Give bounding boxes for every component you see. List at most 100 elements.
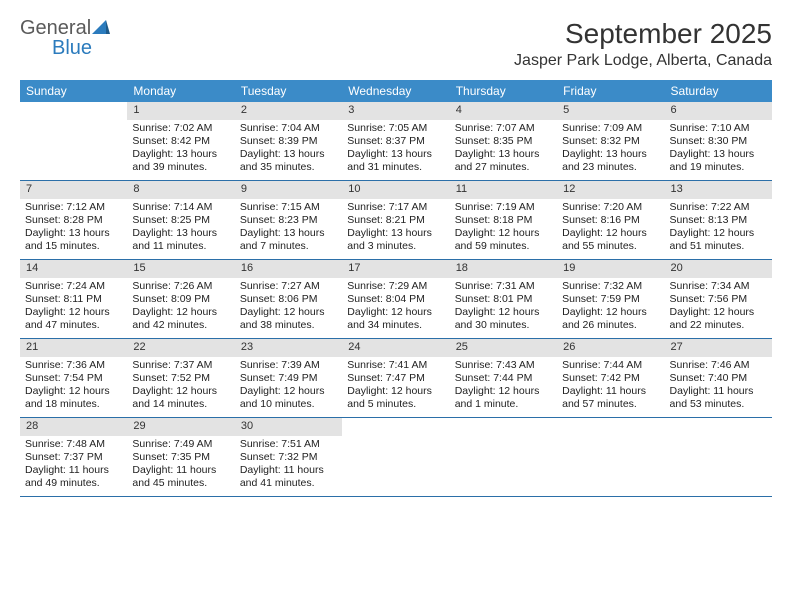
month-title: September 2025 [514,18,772,50]
day-cell: 19Sunrise: 7:32 AMSunset: 7:59 PMDayligh… [557,260,664,338]
daylight-line-2: and 22 minutes. [670,319,767,332]
daylight-line-2: and 35 minutes. [240,161,337,174]
daylight-line-1: Daylight: 11 hours [562,385,659,398]
day-body: Sunrise: 7:44 AMSunset: 7:42 PMDaylight:… [557,357,664,416]
header: General Blue September 2025 Jasper Park … [20,18,772,70]
day-cell: 28Sunrise: 7:48 AMSunset: 7:37 PMDayligh… [20,418,127,496]
day-cell: 5Sunrise: 7:09 AMSunset: 8:32 PMDaylight… [557,102,664,180]
day-body: Sunrise: 7:12 AMSunset: 8:28 PMDaylight:… [20,199,127,258]
daylight-line-1: Daylight: 12 hours [455,306,552,319]
daylight-line-1: Daylight: 12 hours [240,385,337,398]
day-body: Sunrise: 7:32 AMSunset: 7:59 PMDaylight:… [557,278,664,337]
sunrise-line: Sunrise: 7:34 AM [670,280,767,293]
day-body: Sunrise: 7:36 AMSunset: 7:54 PMDaylight:… [20,357,127,416]
day-number: 13 [665,181,772,199]
daylight-line-2: and 7 minutes. [240,240,337,253]
daylight-line-2: and 59 minutes. [455,240,552,253]
weeks-container: 1Sunrise: 7:02 AMSunset: 8:42 PMDaylight… [20,102,772,497]
sunset-line: Sunset: 8:39 PM [240,135,337,148]
day-number: 25 [450,339,557,357]
day-number: 3 [342,102,449,120]
daylight-line-1: Daylight: 12 hours [562,227,659,240]
day-cell [342,418,449,496]
day-number: 21 [20,339,127,357]
sunset-line: Sunset: 8:09 PM [132,293,229,306]
sunset-line: Sunset: 7:56 PM [670,293,767,306]
daylight-line-1: Daylight: 13 hours [25,227,122,240]
daylight-line-2: and 49 minutes. [25,477,122,490]
day-cell [450,418,557,496]
daylight-line-2: and 15 minutes. [25,240,122,253]
sunset-line: Sunset: 7:47 PM [347,372,444,385]
sunset-line: Sunset: 8:23 PM [240,214,337,227]
day-body: Sunrise: 7:07 AMSunset: 8:35 PMDaylight:… [450,120,557,179]
daylight-line-1: Daylight: 11 hours [240,464,337,477]
day-number: 24 [342,339,449,357]
day-number: 14 [20,260,127,278]
daylight-line-2: and 30 minutes. [455,319,552,332]
day-number: 20 [665,260,772,278]
sunset-line: Sunset: 8:16 PM [562,214,659,227]
sunrise-line: Sunrise: 7:29 AM [347,280,444,293]
day-number: 2 [235,102,342,120]
week-row: 14Sunrise: 7:24 AMSunset: 8:11 PMDayligh… [20,260,772,339]
sunrise-line: Sunrise: 7:17 AM [347,201,444,214]
day-number: 23 [235,339,342,357]
daylight-line-2: and 47 minutes. [25,319,122,332]
day-cell: 9Sunrise: 7:15 AMSunset: 8:23 PMDaylight… [235,181,342,259]
sunset-line: Sunset: 7:49 PM [240,372,337,385]
sunrise-line: Sunrise: 7:15 AM [240,201,337,214]
day-cell: 7Sunrise: 7:12 AMSunset: 8:28 PMDaylight… [20,181,127,259]
day-cell: 21Sunrise: 7:36 AMSunset: 7:54 PMDayligh… [20,339,127,417]
sunrise-line: Sunrise: 7:31 AM [455,280,552,293]
day-cell: 30Sunrise: 7:51 AMSunset: 7:32 PMDayligh… [235,418,342,496]
sunrise-line: Sunrise: 7:02 AM [132,122,229,135]
daylight-line-1: Daylight: 12 hours [132,385,229,398]
sunrise-line: Sunrise: 7:32 AM [562,280,659,293]
sunset-line: Sunset: 8:42 PM [132,135,229,148]
daylight-line-2: and 53 minutes. [670,398,767,411]
day-header-thursday: Thursday [450,80,557,102]
day-cell: 6Sunrise: 7:10 AMSunset: 8:30 PMDaylight… [665,102,772,180]
sunset-line: Sunset: 8:06 PM [240,293,337,306]
daylight-line-2: and 34 minutes. [347,319,444,332]
day-number: 28 [20,418,127,436]
sunrise-line: Sunrise: 7:48 AM [25,438,122,451]
daylight-line-1: Daylight: 12 hours [25,306,122,319]
day-number: 10 [342,181,449,199]
daylight-line-2: and 5 minutes. [347,398,444,411]
daylight-line-2: and 45 minutes. [132,477,229,490]
week-row: 1Sunrise: 7:02 AMSunset: 8:42 PMDaylight… [20,102,772,181]
sunset-line: Sunset: 7:44 PM [455,372,552,385]
day-body: Sunrise: 7:09 AMSunset: 8:32 PMDaylight:… [557,120,664,179]
day-body: Sunrise: 7:20 AMSunset: 8:16 PMDaylight:… [557,199,664,258]
day-cell: 2Sunrise: 7:04 AMSunset: 8:39 PMDaylight… [235,102,342,180]
logo-text: General Blue [20,18,110,58]
day-body: Sunrise: 7:41 AMSunset: 7:47 PMDaylight:… [342,357,449,416]
day-header-wednesday: Wednesday [342,80,449,102]
sunrise-line: Sunrise: 7:46 AM [670,359,767,372]
day-number: 17 [342,260,449,278]
daylight-line-1: Daylight: 12 hours [240,306,337,319]
daylight-line-1: Daylight: 12 hours [347,306,444,319]
day-header-tuesday: Tuesday [235,80,342,102]
daylight-line-2: and 55 minutes. [562,240,659,253]
daylight-line-2: and 18 minutes. [25,398,122,411]
day-number: 30 [235,418,342,436]
day-number: 9 [235,181,342,199]
sunset-line: Sunset: 8:35 PM [455,135,552,148]
day-cell: 23Sunrise: 7:39 AMSunset: 7:49 PMDayligh… [235,339,342,417]
sunset-line: Sunset: 8:25 PM [132,214,229,227]
daylight-line-2: and 27 minutes. [455,161,552,174]
daylight-line-1: Daylight: 13 hours [347,148,444,161]
day-cell: 4Sunrise: 7:07 AMSunset: 8:35 PMDaylight… [450,102,557,180]
day-cell: 11Sunrise: 7:19 AMSunset: 8:18 PMDayligh… [450,181,557,259]
day-number: 7 [20,181,127,199]
sunrise-line: Sunrise: 7:27 AM [240,280,337,293]
day-number: 19 [557,260,664,278]
sunrise-line: Sunrise: 7:12 AM [25,201,122,214]
day-number: 6 [665,102,772,120]
day-cell: 20Sunrise: 7:34 AMSunset: 7:56 PMDayligh… [665,260,772,338]
day-body: Sunrise: 7:37 AMSunset: 7:52 PMDaylight:… [127,357,234,416]
day-number: 12 [557,181,664,199]
